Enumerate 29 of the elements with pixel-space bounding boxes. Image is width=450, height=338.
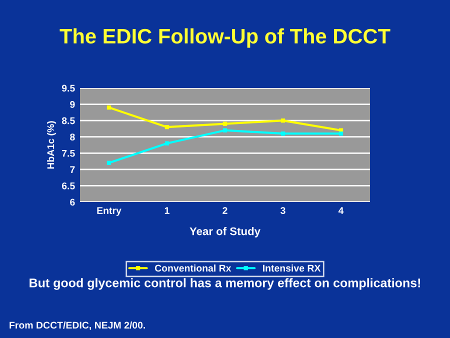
point: [222, 128, 228, 132]
x-tick-label: 2: [222, 207, 228, 214]
point: [280, 118, 286, 123]
y-tick-label: 9.5: [62, 84, 75, 92]
x-axis-title: Year of Study: [190, 227, 260, 238]
point: [106, 160, 112, 165]
text: But good glycemic control has a memory effect on complications!: [30, 278, 420, 290]
point: [164, 125, 170, 130]
point: [106, 105, 112, 110]
x-tick-label: 4: [338, 207, 344, 214]
point: [222, 122, 228, 126]
point: [280, 132, 286, 136]
x-tick-label: 3: [280, 207, 286, 214]
y-tick-label: 7: [70, 166, 75, 173]
text: From DCCT/EDIC, NEJM 2/00.: [10, 321, 146, 330]
y-tick-label: 8: [70, 134, 75, 140]
y-tick-label: 9: [70, 101, 75, 108]
chart-title: The EDIC Follow-Up of The DCCT: [60, 28, 390, 48]
y-axis-title: HbA1c (%): [47, 121, 56, 169]
legend-label: Conventional Rx: [154, 264, 232, 272]
point: [338, 132, 344, 136]
x-tick-label: 1: [164, 207, 170, 214]
y-tick-label: 6.5: [62, 182, 75, 190]
legend-label: Intensive RX: [263, 264, 321, 272]
y-tick-label: 8.5: [62, 117, 75, 124]
y-tick-label: 7.5: [62, 150, 75, 157]
point: [164, 141, 170, 146]
x-tick-label: Entry: [97, 207, 122, 216]
y-tick-label: 6: [70, 198, 75, 206]
